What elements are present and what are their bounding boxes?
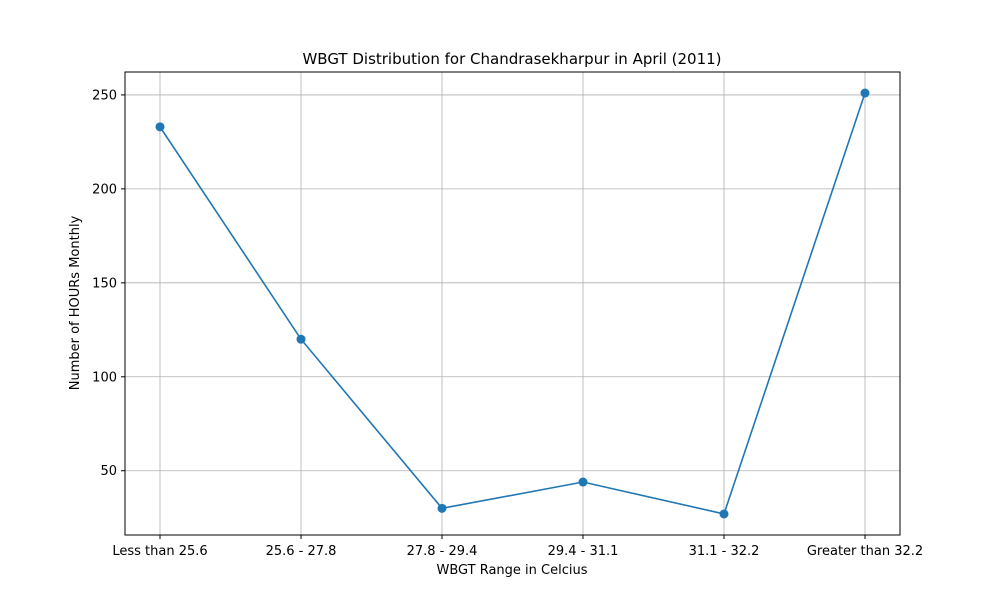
y-tick-label: 50 — [100, 464, 117, 479]
series-markers — [155, 88, 870, 519]
x-tick-label: 27.8 - 29.4 — [407, 544, 478, 559]
data-point-marker — [719, 509, 729, 519]
x-tick-label: 31.1 - 32.2 — [689, 544, 760, 559]
y-tick-label: 100 — [92, 370, 117, 385]
x-tick-label: Less than 25.6 — [112, 544, 207, 559]
data-point-marker — [578, 477, 588, 487]
chart-title: WBGT Distribution for Chandrasekharpur i… — [302, 50, 721, 68]
series-line — [159, 92, 866, 515]
data-point-marker — [437, 503, 447, 513]
plot-area-frame — [124, 71, 901, 536]
grid-lines — [125, 72, 900, 535]
data-point-marker — [155, 122, 165, 132]
x-tick-label: 25.6 - 27.8 — [266, 544, 337, 559]
y-tick-label: 150 — [92, 276, 117, 291]
series-polyline — [159, 92, 866, 515]
x-axis-label: WBGT Range in Celcius — [436, 563, 587, 578]
x-axis-ticks: Less than 25.6 25.6 - 27.8 27.8 - 29.4 29.4… — [112, 535, 923, 559]
data-point-marker — [296, 334, 306, 344]
y-axis-label: Number of HOURs Monthly — [68, 215, 83, 390]
x-tick-label: 29.4 - 31.1 — [548, 544, 619, 559]
y-axis-ticks: 50 100 150 200 250 — [92, 88, 125, 479]
data-point-marker — [860, 88, 870, 98]
x-tick-label: Greater than 32.2 — [807, 544, 923, 559]
y-tick-label: 200 — [92, 182, 117, 197]
y-tick-label: 250 — [92, 88, 117, 103]
